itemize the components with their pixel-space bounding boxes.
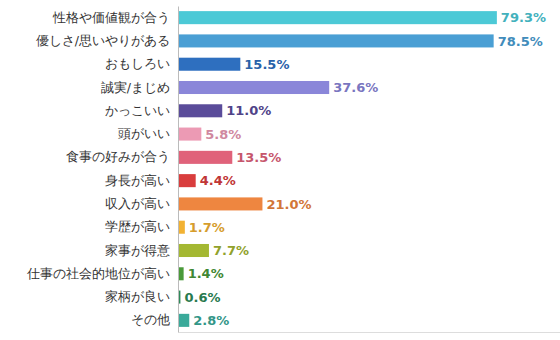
- tick: 家柄が良い: [105, 289, 178, 304]
- tick: 誠実/まじめ: [101, 80, 178, 95]
- category-label: おもしろい: [105, 56, 170, 71]
- chart: 性格や価値観が合う優しさ/思いやりがあるおもしろい誠実/まじめかっこいい頭がいい…: [0, 0, 560, 340]
- x-axis-line: [179, 332, 560, 333]
- data-label: 4.4%: [200, 173, 236, 188]
- data-label: 1.4%: [188, 266, 224, 281]
- bar: [178, 104, 222, 117]
- bar: [178, 314, 189, 327]
- data-label: 21.0%: [266, 197, 311, 212]
- category-label: 身長が高い: [105, 173, 170, 188]
- data-label: 13.5%: [236, 150, 281, 165]
- bar: [178, 128, 201, 141]
- data-label: 5.8%: [205, 127, 241, 142]
- data-label: 1.7%: [189, 220, 225, 235]
- tick: 食事の好みが合う: [66, 149, 178, 164]
- category-label: かっこいい: [105, 103, 170, 118]
- tick: おもしろい: [105, 56, 178, 71]
- x-axis: [179, 332, 560, 333]
- data-labels: 79.3% 78.5% 15.5% 37.6% 11.0% 5.8% 13.5%4.4% 21…: [184, 10, 546, 328]
- bar: [178, 151, 232, 164]
- category-label: 家柄が良い: [105, 289, 170, 304]
- category-label: 食事の好みが合う: [66, 149, 170, 164]
- tick: 収入が高い: [105, 196, 178, 211]
- data-label: 7.7%: [213, 243, 249, 258]
- tick: かっこいい: [105, 103, 178, 118]
- tick: 優しさ/思いやりがある: [36, 33, 178, 48]
- data-label: 2.8%: [193, 313, 229, 328]
- bar: [178, 34, 494, 47]
- data-label: 15.5%: [244, 57, 289, 72]
- category-label: 家事が得意: [105, 243, 170, 258]
- bar: [178, 221, 185, 234]
- bar: [178, 81, 329, 94]
- bar: [178, 174, 196, 187]
- tick: その他: [131, 312, 178, 327]
- category-label: 収入が高い: [105, 196, 170, 211]
- category-label: その他: [131, 312, 170, 327]
- tick: 身長が高い: [105, 173, 178, 188]
- tick: 仕事の社会的地位が高い: [26, 266, 178, 281]
- y-axis: 性格や価値観が合う優しさ/思いやりがあるおもしろい誠実/まじめかっこいい頭がいい…: [26, 7, 179, 333]
- tick: 頭がいい: [118, 126, 178, 141]
- category-label: 仕事の社会的地位が高い: [26, 266, 170, 281]
- category-label: 優しさ/思いやりがある: [36, 33, 170, 48]
- data-label: 78.5%: [498, 34, 543, 49]
- category-label: 性格や価値観が合う: [52, 10, 170, 25]
- bar: [178, 58, 240, 71]
- category-label: 学歴が高い: [105, 219, 170, 234]
- data-label: 0.6%: [184, 290, 220, 305]
- data-label: 79.3%: [501, 10, 546, 25]
- tick: 家事が得意: [105, 243, 178, 258]
- category-label: 頭がいい: [118, 126, 170, 141]
- data-label: 11.0%: [226, 103, 271, 118]
- bar: [178, 244, 209, 257]
- bar: [178, 11, 497, 24]
- tick: 性格や価値観が合う: [52, 10, 178, 25]
- tick: 学歴が高い: [105, 219, 178, 234]
- bar: [178, 197, 262, 210]
- category-label: 誠実/まじめ: [101, 80, 170, 95]
- data-label: 37.6%: [333, 80, 378, 95]
- y-axis-line: [178, 7, 179, 333]
- bars: [178, 11, 497, 327]
